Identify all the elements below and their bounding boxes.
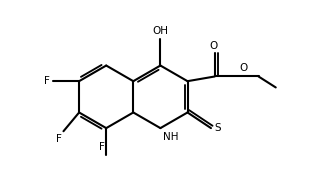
Text: O: O xyxy=(240,63,248,73)
Text: O: O xyxy=(209,41,217,51)
Text: OH: OH xyxy=(152,27,168,36)
Text: F: F xyxy=(99,142,105,152)
Text: NH: NH xyxy=(163,132,178,142)
Text: F: F xyxy=(44,76,50,86)
Text: S: S xyxy=(215,123,221,133)
Text: F: F xyxy=(56,134,62,144)
